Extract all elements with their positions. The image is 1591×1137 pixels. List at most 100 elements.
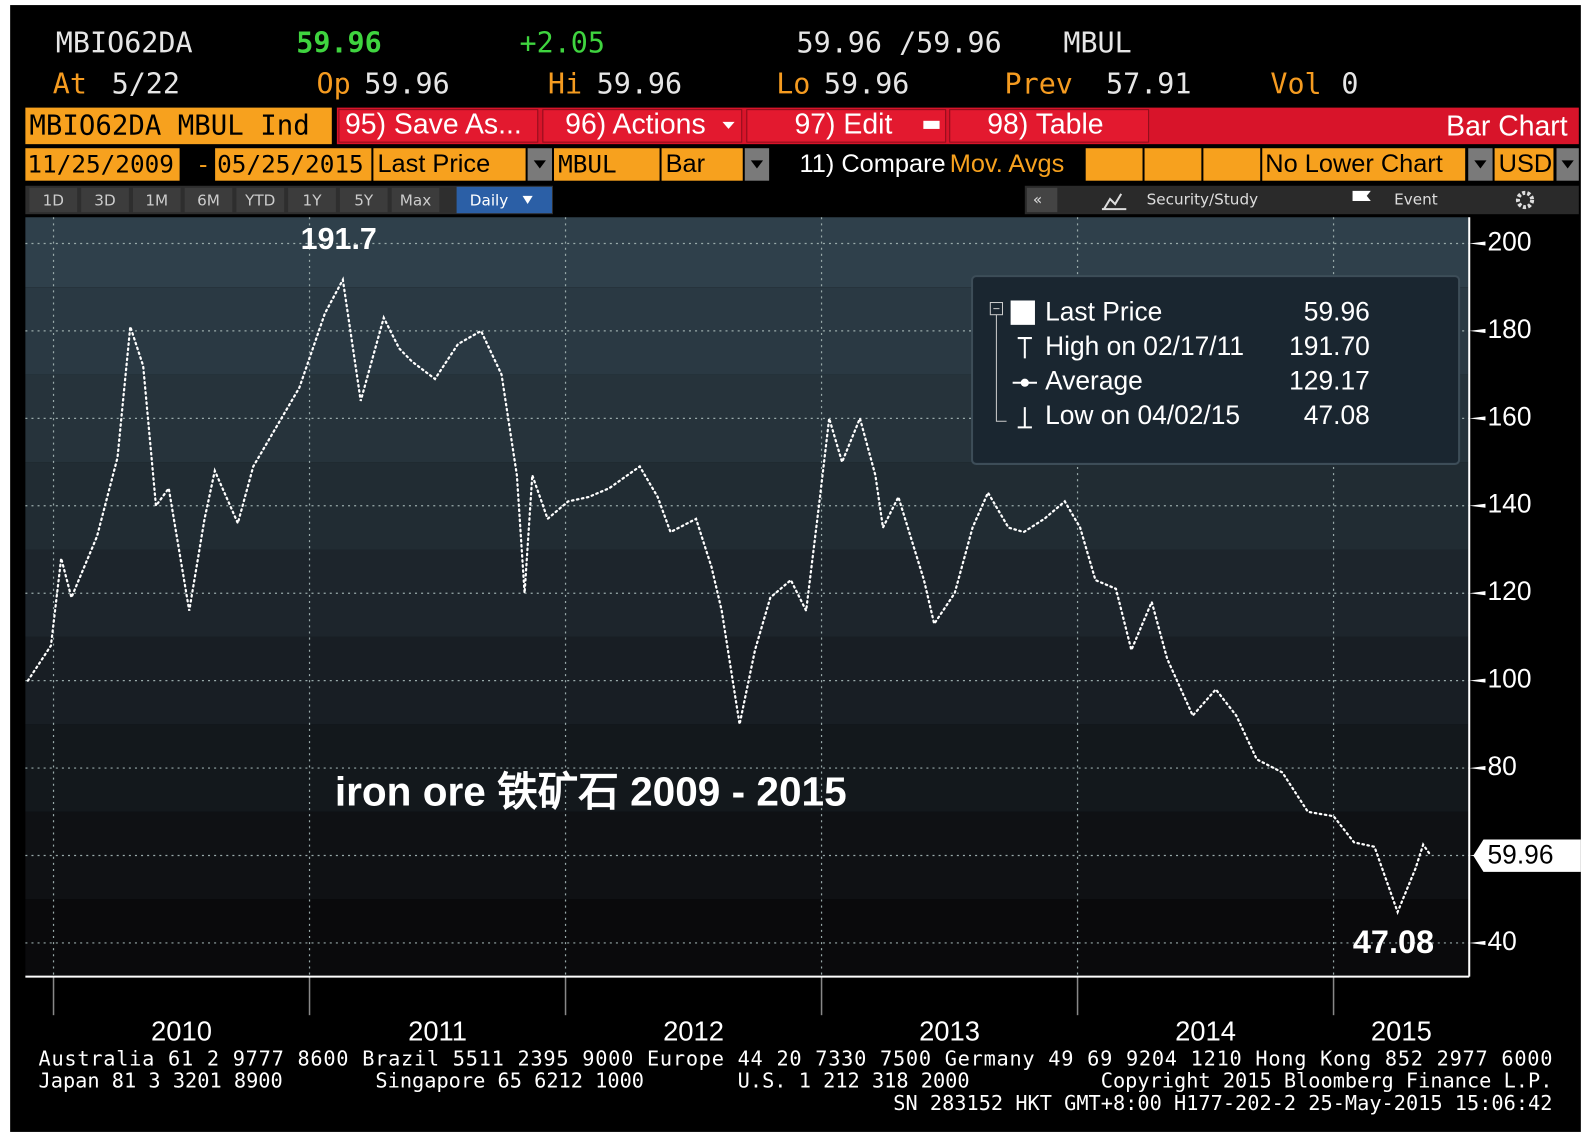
axes: 4060801001201401601802002010201120122013… [25, 217, 1532, 1047]
plot-band [25, 636, 1470, 725]
tick-mark [1469, 416, 1486, 421]
lower-chart: No Lower Chart [1265, 150, 1443, 178]
field[interactable] [373, 148, 526, 181]
y-tick-label: 200 [1488, 226, 1532, 256]
quote-header: MBIO62DA 59.96 +2.05 59.96 /59.96 MBUL [56, 27, 1132, 60]
event[interactable]: Event [1394, 190, 1438, 208]
tick-mark [1469, 328, 1486, 333]
gear-icon[interactable] [1515, 190, 1535, 210]
tick-mark [1469, 940, 1486, 945]
dropdown-icon [923, 120, 940, 129]
legend-swatch [1010, 300, 1035, 325]
frequency: Daily [470, 192, 509, 210]
period-tab[interactable] [236, 187, 285, 213]
plot-band [25, 462, 1470, 550]
y-tick-label: 120 [1488, 576, 1532, 606]
period-tab[interactable] [29, 187, 78, 213]
bid-ask: 59.96 /59.96 [797, 27, 1002, 60]
price-line [26, 276, 1433, 916]
period-label: 5Y [354, 192, 374, 210]
security-field[interactable] [25, 107, 332, 145]
y-tick-label: 140 [1488, 489, 1532, 519]
x-tick-label: 2012 [663, 1016, 724, 1047]
legend-label: High on 02/17/11 [1045, 331, 1244, 361]
footer-text: Singapore 65 6212 1000 [375, 1069, 644, 1093]
dropdown-icon [1561, 160, 1574, 169]
y-tick-label: 160 [1488, 401, 1532, 431]
footer-text: Copyright 2015 Bloomberg Finance L.P. [1101, 1069, 1553, 1093]
collapse-button[interactable] [1026, 187, 1058, 213]
field[interactable] [1494, 148, 1554, 181]
ticker: MBIO62DA [56, 27, 193, 60]
legend-label: Average [1045, 366, 1143, 396]
period-tab[interactable] [339, 187, 388, 213]
plot-band [25, 724, 1470, 812]
tick-mark [1469, 766, 1486, 771]
frequency-button[interactable] [456, 186, 552, 214]
button[interactable] [542, 109, 743, 143]
last-price-tag [1473, 839, 1581, 872]
plot-band [25, 549, 1470, 637]
chart-kind: Bar Chart [1446, 110, 1568, 142]
footer-text: U.S. 1 212 318 2000 [738, 1069, 970, 1093]
footer-text: SN 283152 HKT GMT+8:00 H177-202-2 25-May… [893, 1091, 1552, 1115]
tick-mark [1469, 591, 1486, 596]
style-field: Bar [666, 150, 706, 178]
x-tick-label: 2014 [1175, 1016, 1236, 1047]
grid [25, 217, 1470, 977]
legend-value: 191.70 [1289, 331, 1370, 361]
field[interactable] [215, 148, 372, 181]
stat-label: Lo [776, 67, 810, 100]
period-tab[interactable] [132, 187, 181, 213]
study-icon [1101, 193, 1127, 211]
field[interactable] [554, 148, 660, 181]
date-sep: - [196, 149, 211, 178]
change: +2.05 [520, 27, 605, 60]
period-tab[interactable] [184, 187, 233, 213]
annotation: 47.08 [1353, 924, 1434, 960]
button[interactable] [746, 109, 947, 143]
stat-label: Vol [1270, 67, 1321, 100]
dropdown-icon [722, 121, 735, 129]
period-label: 1Y [303, 192, 323, 210]
dropdown-icon [1474, 160, 1487, 169]
stat-value: 59.96 [824, 67, 909, 100]
period-tab[interactable] [391, 187, 440, 213]
legend-label: Last Price [1045, 297, 1162, 327]
collapse: « [1033, 190, 1042, 208]
compare-button[interactable]: 11) Compare [800, 150, 946, 178]
field-name: Last Price [377, 150, 490, 178]
footer-line: Australia 61 2 9777 8600 Brazil 5511 239… [39, 1046, 1553, 1070]
period-tab[interactable] [288, 187, 336, 213]
period-tabs: 1D 3D 1M 6M YTD 1Y 5Y Max [29, 187, 440, 213]
field[interactable] [1203, 148, 1261, 181]
legend-label: Low on 04/02/15 [1045, 400, 1240, 430]
field[interactable] [661, 148, 743, 181]
stat-value: 59.96 [364, 67, 449, 100]
field[interactable] [1085, 148, 1143, 181]
legend: Last Price 59.96 High on 02/17/11 191.70… [971, 275, 1461, 465]
period-label: Max [400, 192, 431, 210]
y-tick-label: 80 [1488, 751, 1517, 781]
stat-label: Op [317, 67, 351, 100]
action-bar: MBIO62DA MBUL Ind 95) Save As... 96) Act… [25, 107, 1579, 145]
button[interactable] [949, 109, 1150, 143]
last-price-label: 59.96 [1488, 840, 1554, 870]
field[interactable] [25, 148, 180, 181]
annotation: 191.7 [301, 222, 377, 256]
x-tick-label: 2010 [151, 1016, 212, 1047]
period-tab[interactable] [81, 187, 129, 213]
button[interactable] [338, 109, 539, 143]
flag-icon [1352, 190, 1371, 210]
period-label: YTD [244, 192, 275, 210]
annotations: 191.7 47.08 59.96 [301, 222, 1581, 960]
field[interactable] [1262, 148, 1466, 181]
tick-mark [1469, 503, 1486, 508]
stat-label: Prev [1005, 67, 1073, 100]
security-study[interactable]: Security/Study [1147, 190, 1259, 208]
settings-bar: 11/25/2009 - 05/25/2015 Last Price MBUL … [25, 148, 1579, 181]
plot [26, 276, 1433, 916]
field[interactable] [1144, 148, 1202, 181]
studies-button[interactable]: Mov. Avgs [950, 150, 1065, 178]
